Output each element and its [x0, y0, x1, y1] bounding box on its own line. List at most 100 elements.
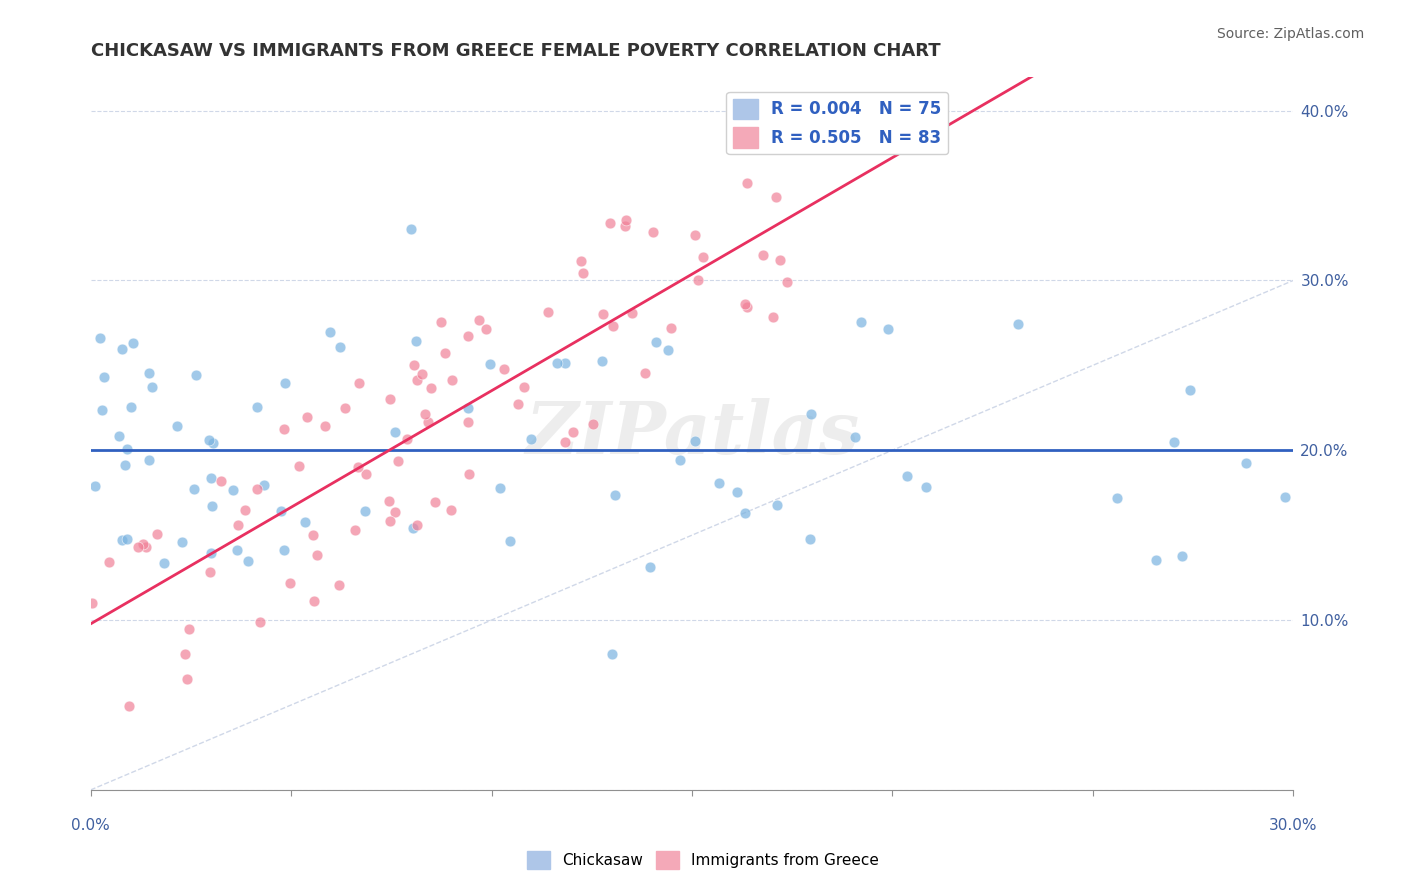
- Point: [582, 417, 605, 432]
- Point: [638, 560, 661, 574]
- Text: 0.0%: 0.0%: [72, 819, 110, 833]
- Point: [488, 481, 510, 495]
- Point: [734, 506, 756, 520]
- Point: [457, 401, 479, 415]
- Point: [198, 566, 221, 580]
- Point: [458, 467, 481, 481]
- Point: [685, 434, 707, 448]
- Point: [221, 483, 243, 497]
- Point: [93, 369, 115, 384]
- Point: [508, 396, 530, 410]
- Point: [499, 534, 522, 549]
- Point: [554, 356, 576, 370]
- Point: [236, 554, 259, 568]
- Point: [765, 190, 787, 204]
- Point: [202, 436, 225, 450]
- Point: [457, 415, 479, 429]
- Point: [734, 297, 756, 311]
- Point: [430, 315, 453, 329]
- Point: [166, 419, 188, 434]
- Point: [97, 555, 120, 569]
- Point: [659, 320, 682, 334]
- Point: [354, 467, 377, 481]
- Point: [692, 251, 714, 265]
- Point: [176, 672, 198, 686]
- Point: [1171, 549, 1194, 563]
- Point: [131, 537, 153, 551]
- Point: [572, 266, 595, 280]
- Point: [621, 306, 644, 320]
- Point: [405, 334, 427, 348]
- Point: [138, 366, 160, 380]
- Point: [406, 518, 429, 533]
- Point: [122, 336, 145, 351]
- Point: [520, 432, 543, 446]
- Text: 30.0%: 30.0%: [1270, 819, 1317, 833]
- Point: [141, 380, 163, 394]
- Point: [769, 252, 792, 267]
- Point: [1007, 317, 1029, 331]
- Point: [669, 453, 692, 467]
- Point: [127, 541, 149, 555]
- Point: [138, 453, 160, 467]
- Point: [146, 526, 169, 541]
- Point: [599, 216, 621, 230]
- Point: [433, 346, 456, 360]
- Point: [297, 410, 319, 425]
- Point: [562, 425, 585, 440]
- Text: ZIPatlas: ZIPatlas: [524, 398, 859, 469]
- Point: [273, 422, 295, 436]
- Point: [709, 476, 731, 491]
- Point: [135, 541, 157, 555]
- Point: [440, 503, 463, 517]
- Point: [876, 322, 898, 336]
- Point: [329, 340, 352, 354]
- Point: [478, 358, 501, 372]
- Point: [378, 515, 401, 529]
- Point: [302, 594, 325, 608]
- Point: [328, 578, 350, 592]
- Point: [115, 442, 138, 456]
- Point: [685, 227, 707, 242]
- Point: [274, 376, 297, 391]
- Point: [200, 471, 222, 485]
- Point: [751, 248, 773, 262]
- Point: [725, 485, 748, 500]
- Point: [554, 434, 576, 449]
- Point: [387, 453, 409, 467]
- Point: [347, 459, 370, 474]
- Point: [335, 401, 357, 416]
- Point: [513, 379, 536, 393]
- Point: [420, 381, 443, 395]
- Point: [294, 515, 316, 529]
- Point: [287, 458, 309, 473]
- Point: [107, 429, 129, 443]
- Point: [174, 647, 197, 661]
- Legend: R = 0.004   N = 75, R = 0.505   N = 83: R = 0.004 N = 75, R = 0.505 N = 83: [727, 92, 948, 154]
- Point: [591, 353, 613, 368]
- Point: [246, 482, 269, 496]
- Point: [592, 307, 614, 321]
- Point: [418, 415, 440, 429]
- Point: [111, 343, 134, 357]
- Point: [644, 334, 666, 349]
- Point: [1180, 383, 1202, 397]
- Point: [80, 596, 103, 610]
- Point: [395, 432, 418, 446]
- Point: [170, 534, 193, 549]
- Point: [765, 498, 787, 512]
- Point: [91, 403, 114, 417]
- Point: [546, 356, 568, 370]
- Point: [614, 212, 637, 227]
- Point: [402, 521, 425, 535]
- Text: Source: ZipAtlas.com: Source: ZipAtlas.com: [1216, 27, 1364, 41]
- Point: [246, 400, 269, 414]
- Point: [83, 479, 105, 493]
- Point: [799, 532, 821, 546]
- Point: [228, 517, 250, 532]
- Point: [406, 373, 429, 387]
- Point: [643, 225, 665, 239]
- Point: [634, 366, 657, 380]
- Point: [270, 504, 292, 518]
- Point: [1274, 490, 1296, 504]
